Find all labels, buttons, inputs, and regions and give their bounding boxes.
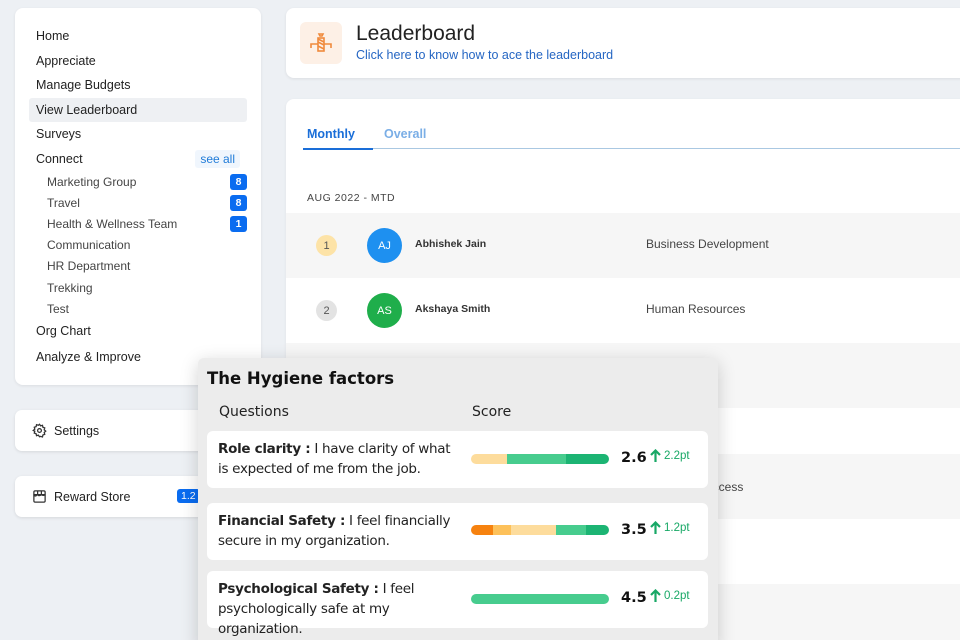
- leaderboard-tabs: Monthly Overall: [303, 121, 960, 150]
- group-label: Health & Wellness Team: [47, 216, 178, 231]
- points-badge: 1.2: [177, 489, 200, 503]
- bar-segment: [556, 525, 586, 535]
- department: Human Resources: [646, 302, 746, 316]
- leaderboard-help-link[interactable]: Click here to know how to ace the leader…: [356, 48, 614, 62]
- tab-overall[interactable]: Overall: [384, 127, 427, 141]
- sidebar-item-label: Manage Budgets: [36, 78, 131, 93]
- unread-count-badge: 8: [230, 173, 247, 190]
- score-distribution-bar: [471, 525, 609, 535]
- arrow-up-icon: [650, 589, 661, 602]
- department: Business Development: [646, 237, 769, 251]
- score-value: 4.5: [621, 590, 647, 606]
- sidebar-item-label: Connect: [36, 151, 83, 166]
- sidebar-item-connect[interactable]: Connect see all: [29, 147, 247, 172]
- question-card-psychological-safety: Psychological Safety : I feel psychologi…: [207, 571, 708, 637]
- connect-group-travel[interactable]: Travel 8: [29, 192, 247, 213]
- connect-group-trekking[interactable]: Trekking: [29, 277, 247, 298]
- bar-segment: [566, 454, 609, 464]
- bar-segment: [586, 525, 609, 535]
- group-label: Communication: [47, 238, 131, 253]
- factor-name: Role clarity :: [218, 441, 311, 457]
- employee-name: Akshaya Smith: [415, 303, 491, 315]
- question-text: Role clarity : I have clarity of what is…: [218, 439, 463, 479]
- sidebar-item-surveys[interactable]: Surveys: [29, 122, 247, 147]
- score-delta: 1.2pt: [650, 521, 690, 535]
- factor-name: Psychological Safety :: [218, 581, 379, 597]
- bar-segment: [471, 594, 609, 604]
- page-title: Leaderboard: [356, 22, 476, 45]
- reward-store-label: Reward Store: [54, 489, 131, 504]
- questions-column-header: Questions: [219, 404, 289, 420]
- bar-segment: [511, 525, 556, 535]
- employee-name: Abhishek Jain: [415, 238, 487, 250]
- bar-segment: [507, 454, 566, 464]
- rank-badge: 1: [316, 235, 337, 256]
- tab-monthly[interactable]: Monthly: [303, 127, 373, 150]
- sidebar-item-label: Org Chart: [36, 324, 91, 339]
- sidebar-item-label: View Leaderboard: [36, 102, 138, 117]
- question-text: Financial Safety : I feel financially se…: [218, 511, 463, 551]
- score-value: 2.6: [621, 450, 647, 466]
- period-label: AUG 2022 - MTD: [307, 192, 396, 204]
- see-all-link[interactable]: see all: [195, 149, 240, 168]
- connect-group-hr-department[interactable]: HR Department: [29, 256, 247, 277]
- sidebar-item-analyze-improve[interactable]: Analyze & Improve: [29, 343, 247, 370]
- connect-group-health-wellness[interactable]: Health & Wellness Team 1: [29, 213, 247, 234]
- factor-name: Financial Safety :: [218, 513, 346, 529]
- group-label: Marketing Group: [47, 174, 137, 189]
- question-statement: I have clarity of what is expected of me…: [218, 441, 451, 477]
- delta-value: 1.2pt: [664, 522, 690, 534]
- sidebar-item-manage-budgets[interactable]: Manage Budgets: [29, 73, 247, 98]
- group-label: HR Department: [47, 259, 131, 274]
- sidebar-nav: Home Appreciate Manage Budgets View Lead…: [15, 8, 261, 385]
- sidebar-item-label: Home: [36, 29, 70, 44]
- bar-segment: [493, 525, 511, 535]
- question-statement: I feel financially secure in my organiza…: [218, 513, 451, 549]
- connect-group-communication[interactable]: Communication: [29, 235, 247, 256]
- sidebar-item-view-leaderboard[interactable]: View Leaderboard: [29, 97, 247, 122]
- avatar: AJ: [367, 228, 402, 263]
- gear-icon: [32, 423, 47, 438]
- unread-count-badge: 8: [230, 194, 247, 211]
- delta-value: 2.2pt: [664, 450, 690, 462]
- leaderboard-row[interactable]: 1 AJ Abhishek Jain Business Development: [286, 213, 960, 278]
- unread-count-badge: 1: [230, 215, 247, 232]
- score-delta: 2.2pt: [650, 449, 690, 463]
- score-value: 3.5: [621, 522, 647, 538]
- score-distribution-bar: [471, 454, 609, 464]
- group-label: Travel: [47, 195, 80, 210]
- sidebar-item-label: Surveys: [36, 127, 82, 142]
- group-label: Test: [47, 301, 70, 316]
- question-card-financial-safety: Financial Safety : I feel financially se…: [207, 503, 708, 560]
- leaderboard-row[interactable]: 2 AS Akshaya Smith Human Resources: [286, 278, 960, 343]
- sidebar-item-label: Analyze & Improve: [36, 349, 141, 364]
- sidebar-item-label: Appreciate: [36, 53, 96, 68]
- score-distribution-bar: [471, 594, 609, 604]
- question-text: Psychological Safety : I feel psychologi…: [218, 579, 463, 639]
- group-label: Trekking: [47, 280, 93, 295]
- bar-segment: [471, 454, 507, 464]
- podium-icon: [300, 22, 342, 64]
- connect-group-marketing[interactable]: Marketing Group 8: [29, 171, 247, 192]
- question-card-role-clarity: Role clarity : I have clarity of what is…: [207, 431, 708, 488]
- sidebar-item-appreciate[interactable]: Appreciate: [29, 49, 247, 74]
- settings-label: Settings: [54, 423, 100, 438]
- popup-title: The Hygiene factors: [207, 369, 395, 388]
- rank-badge: 2: [316, 300, 337, 321]
- delta-value: 0.2pt: [664, 590, 690, 602]
- sidebar-item-home[interactable]: Home: [29, 24, 247, 49]
- bar-segment: [471, 525, 493, 535]
- score-column-header: Score: [472, 404, 512, 420]
- connect-group-test[interactable]: Test: [29, 298, 247, 319]
- arrow-up-icon: [650, 449, 661, 462]
- avatar: AS: [367, 293, 402, 328]
- score-delta: 0.2pt: [650, 589, 690, 603]
- arrow-up-icon: [650, 521, 661, 534]
- page-header: Leaderboard Click here to know how to ac…: [286, 8, 960, 78]
- question-statement: I feel psychologically safe at my organi…: [218, 581, 415, 637]
- store-icon: [32, 489, 47, 504]
- sidebar-item-org-chart[interactable]: Org Chart: [29, 319, 247, 343]
- hygiene-factors-popup: The Hygiene factors Questions Score Role…: [198, 358, 718, 640]
